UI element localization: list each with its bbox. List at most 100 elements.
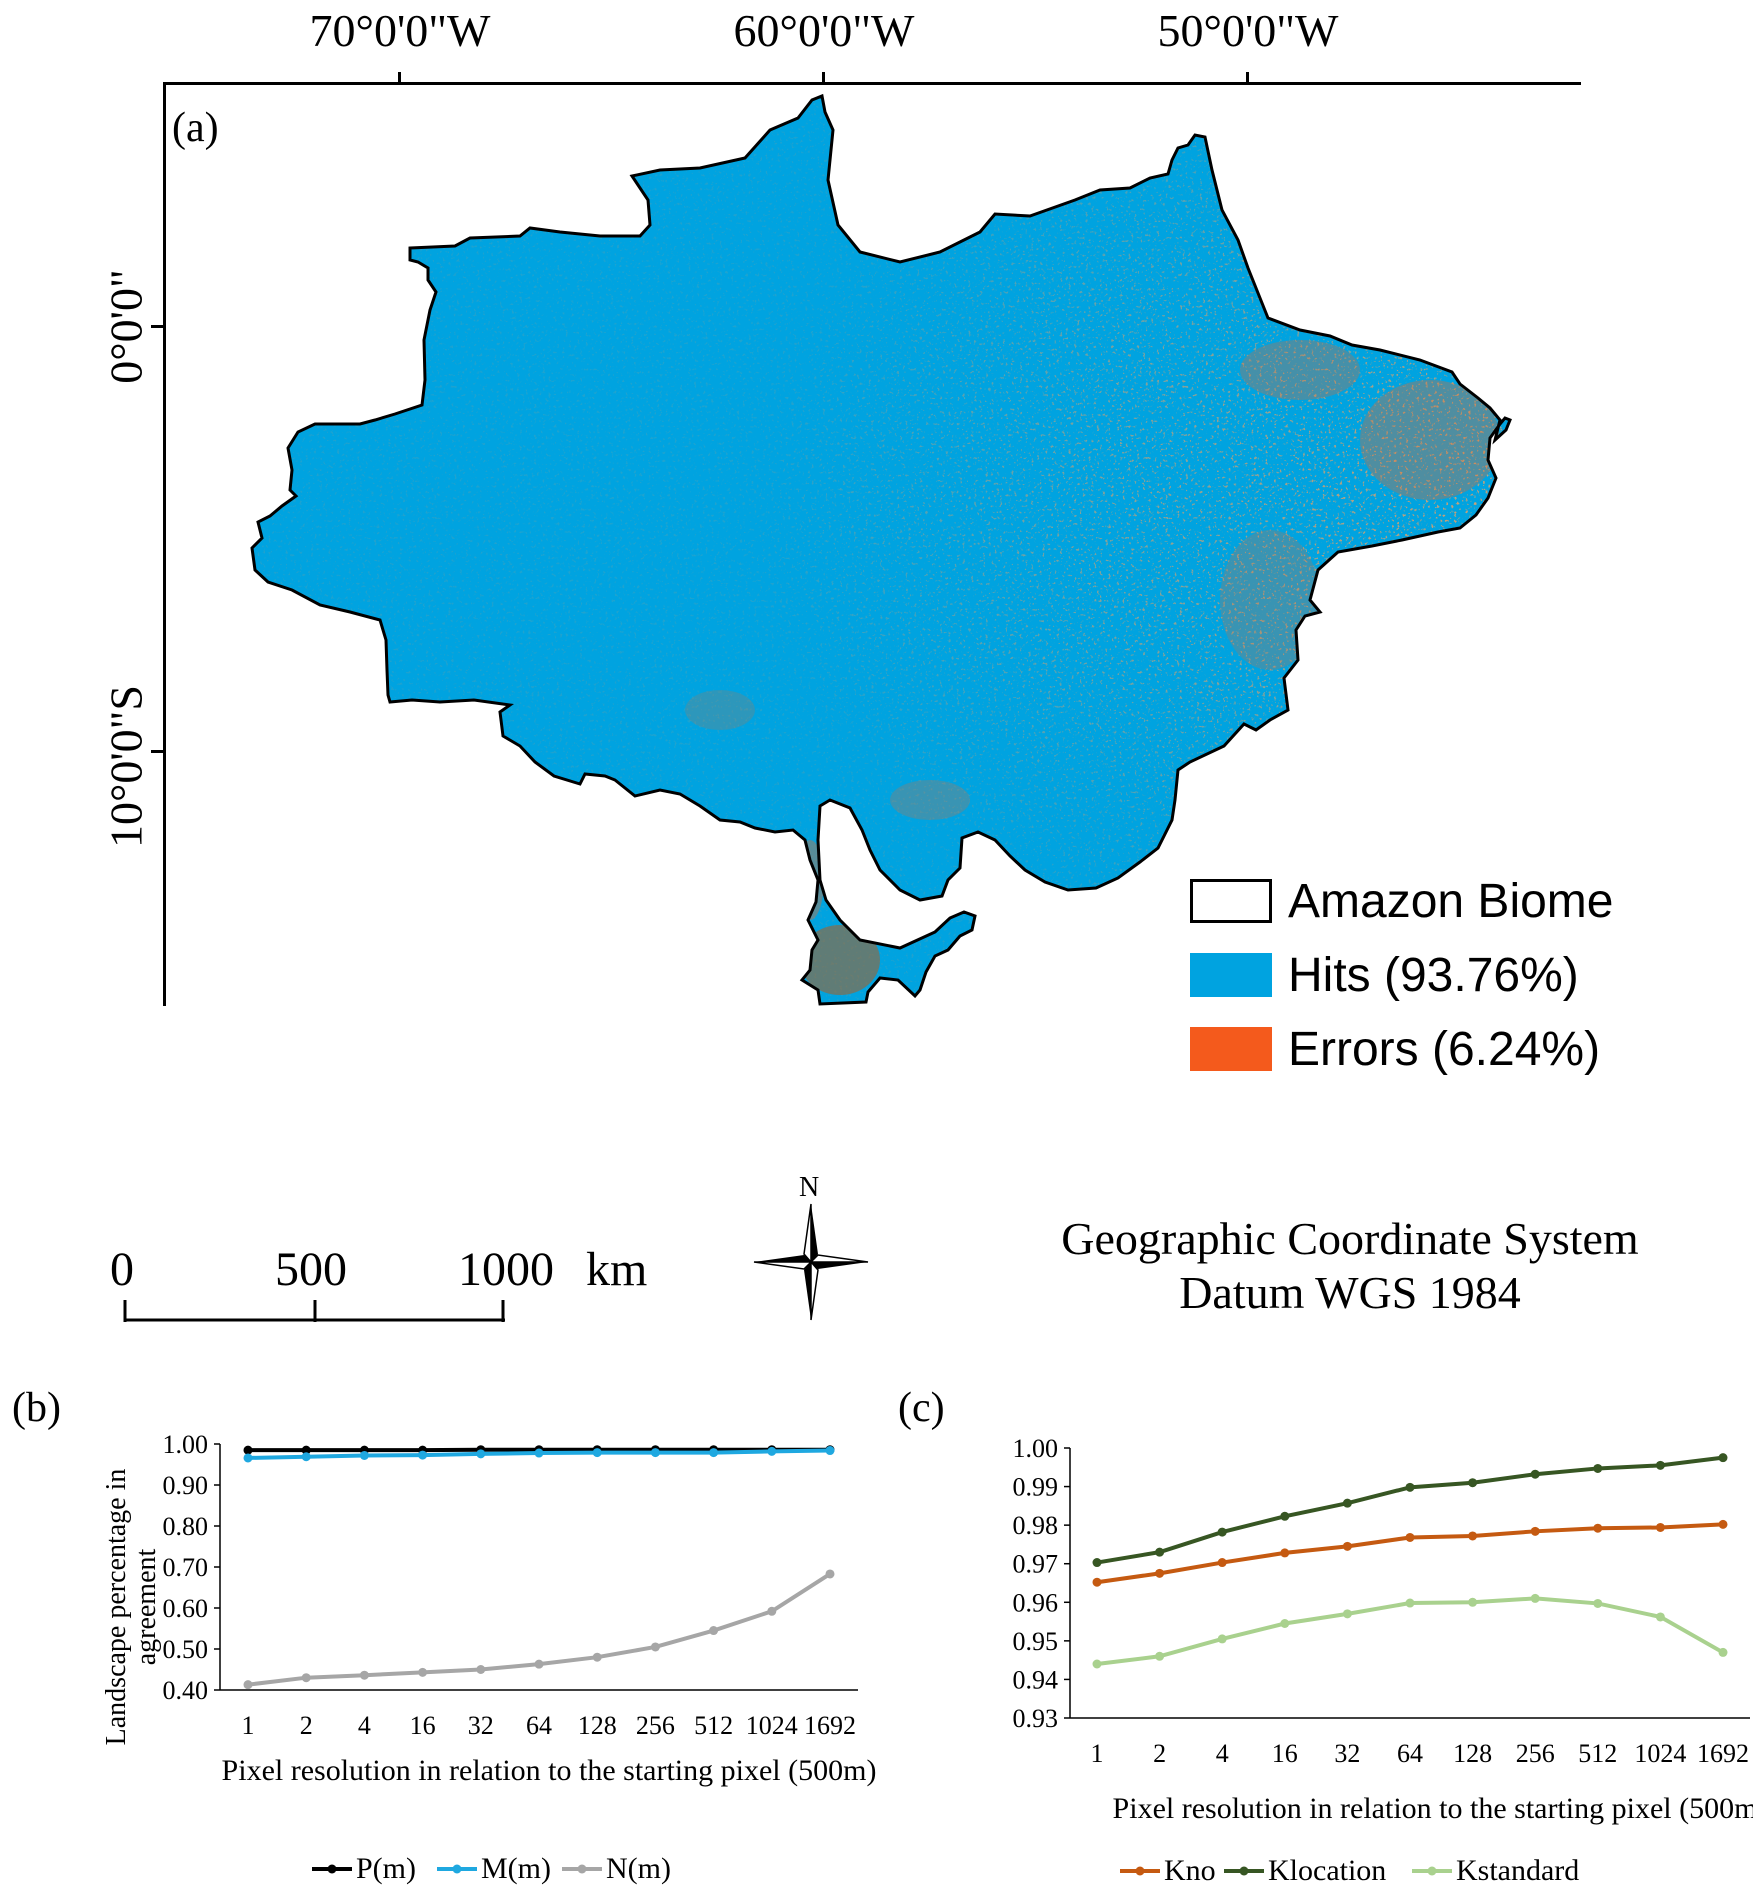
- legend-label: Kno: [1164, 1854, 1216, 1887]
- data-point: [1217, 1527, 1227, 1537]
- north-arrow-icon: [753, 1203, 869, 1321]
- data-point: [1655, 1612, 1665, 1622]
- legend-label: Klocation: [1268, 1854, 1386, 1887]
- y-tick-label: 0.80: [163, 1512, 209, 1541]
- x-tick-label: 128: [1453, 1739, 1492, 1768]
- legend-label-hits: Hits (93.76%): [1288, 948, 1579, 1002]
- panel-label-c: (c): [898, 1385, 945, 1431]
- scale-unit: km: [586, 1243, 648, 1296]
- series-line-klocation: [1096, 1455, 1724, 1565]
- y-tick-label: 1.00: [1013, 1434, 1059, 1463]
- scale-label-0: 0: [110, 1243, 134, 1296]
- data-point: [767, 1446, 777, 1456]
- x-tick-label: 1024: [746, 1711, 798, 1740]
- y-tick-label: 0.98: [1013, 1511, 1059, 1540]
- north-label: N: [799, 1172, 820, 1203]
- y-tick-label: 0.97: [1013, 1550, 1059, 1579]
- scale-bar: [123, 1300, 505, 1322]
- data-point: [1217, 1634, 1227, 1644]
- data-point: [1405, 1598, 1415, 1608]
- longitude-label-70w: 70°0'0"W: [309, 5, 491, 56]
- legend-swatch-hits: [1190, 953, 1272, 997]
- data-point: [1342, 1498, 1352, 1508]
- data-point: [592, 1652, 602, 1662]
- chart-c: 1.00 0.99 0.98 0.97 0.96 0.95 0.94 0.93 1 2 4 16 32 6…: [1013, 1434, 1753, 1887]
- x-tick-label: 512: [694, 1711, 733, 1740]
- data-point: [1593, 1598, 1603, 1608]
- legend-label-errors: Errors (6.24%): [1288, 1022, 1601, 1076]
- map-frame-top: [163, 82, 1581, 85]
- y-axis-label-line2: agreement: [131, 1548, 162, 1665]
- data-point: [1718, 1519, 1728, 1529]
- error-cluster: [1240, 340, 1360, 400]
- lon-tick: [398, 72, 401, 84]
- data-point: [1092, 1577, 1102, 1587]
- error-cluster: [685, 690, 755, 730]
- error-cluster: [890, 780, 970, 820]
- legend-marker: [577, 1864, 587, 1874]
- data-point: [243, 1445, 253, 1455]
- map-panel: 70°0'0"W 60°0'0"W 50°0'0"W 0°0'0" 10°0'0…: [101, 5, 1639, 1322]
- y-tick-label: 0.90: [163, 1471, 209, 1500]
- y-tick-label: 1.00: [163, 1430, 209, 1459]
- x-tick-label: 4: [358, 1711, 371, 1740]
- error-cluster: [800, 925, 880, 995]
- panel-label-b: (b): [12, 1385, 61, 1431]
- legend-label: P(m): [356, 1852, 416, 1885]
- lon-tick: [822, 72, 825, 84]
- x-axis-label: Pixel resolution in relation to the star…: [1113, 1792, 1753, 1825]
- data-point: [1593, 1463, 1603, 1473]
- data-point: [1530, 1526, 1540, 1536]
- y-tick-label: 0.50: [163, 1635, 209, 1664]
- panel-label-a: (a): [172, 105, 219, 151]
- crs-line-2: Datum WGS 1984: [1179, 1267, 1521, 1318]
- data-point: [1655, 1460, 1665, 1470]
- data-point: [301, 1452, 311, 1462]
- x-tick-label: 512: [1578, 1739, 1617, 1768]
- x-tick-label: 128: [578, 1711, 617, 1740]
- error-cluster: [1220, 530, 1320, 670]
- lat-tick: [151, 325, 165, 328]
- legend-item-amazon-biome: Amazon Biome: [1190, 875, 1613, 928]
- x-tick-label: 1: [1091, 1739, 1104, 1768]
- data-point: [825, 1569, 835, 1579]
- data-point: [243, 1453, 253, 1463]
- data-point: [534, 1448, 544, 1458]
- x-tick-label: 32: [1334, 1739, 1360, 1768]
- data-point: [359, 1450, 369, 1460]
- legend-label-biome: Amazon Biome: [1288, 874, 1614, 928]
- data-point: [1530, 1469, 1540, 1479]
- chart-b: 1.00 0.90 0.80 0.70 0.60 0.50 0.40 1 2 4 16 32 64 128…: [101, 1430, 877, 1885]
- y-axis-label-line1: Landscape percentage in: [101, 1469, 132, 1746]
- data-point: [1342, 1609, 1352, 1619]
- y-tick-label: 0.60: [163, 1594, 209, 1623]
- error-cluster: [1360, 380, 1500, 500]
- data-point: [650, 1448, 660, 1458]
- crs-line-1: Geographic Coordinate System: [1061, 1213, 1639, 1264]
- legend-label: N(m): [606, 1852, 671, 1885]
- data-point: [709, 1448, 719, 1458]
- legend-marker: [452, 1864, 462, 1874]
- x-tick-label: 32: [468, 1711, 494, 1740]
- legend-swatch-errors: [1190, 1027, 1272, 1071]
- x-tick-label: 256: [636, 1711, 675, 1740]
- x-axis-label: Pixel resolution in relation to the star…: [222, 1754, 877, 1787]
- x-tick-label: 2: [300, 1711, 313, 1740]
- x-tick-label: 2: [1153, 1739, 1166, 1768]
- data-point: [1280, 1619, 1290, 1628]
- legend-item-errors: Errors (6.24%): [1190, 1023, 1600, 1076]
- data-point: [301, 1445, 311, 1455]
- data-point: [1530, 1593, 1540, 1603]
- scale-label-500: 500: [275, 1243, 347, 1296]
- data-point: [1280, 1511, 1290, 1521]
- x-tick-label: 16: [410, 1711, 436, 1740]
- legend-marker: [327, 1864, 337, 1874]
- legend-swatch-biome: [1190, 879, 1272, 923]
- legend-marker: [1239, 1866, 1249, 1876]
- data-point: [1092, 1558, 1102, 1568]
- y-tick-label: 0.70: [163, 1553, 209, 1582]
- x-tick-label: 64: [1397, 1739, 1423, 1768]
- lon-tick: [1246, 72, 1249, 84]
- legend-marker: [1135, 1866, 1145, 1876]
- data-point: [359, 1670, 369, 1680]
